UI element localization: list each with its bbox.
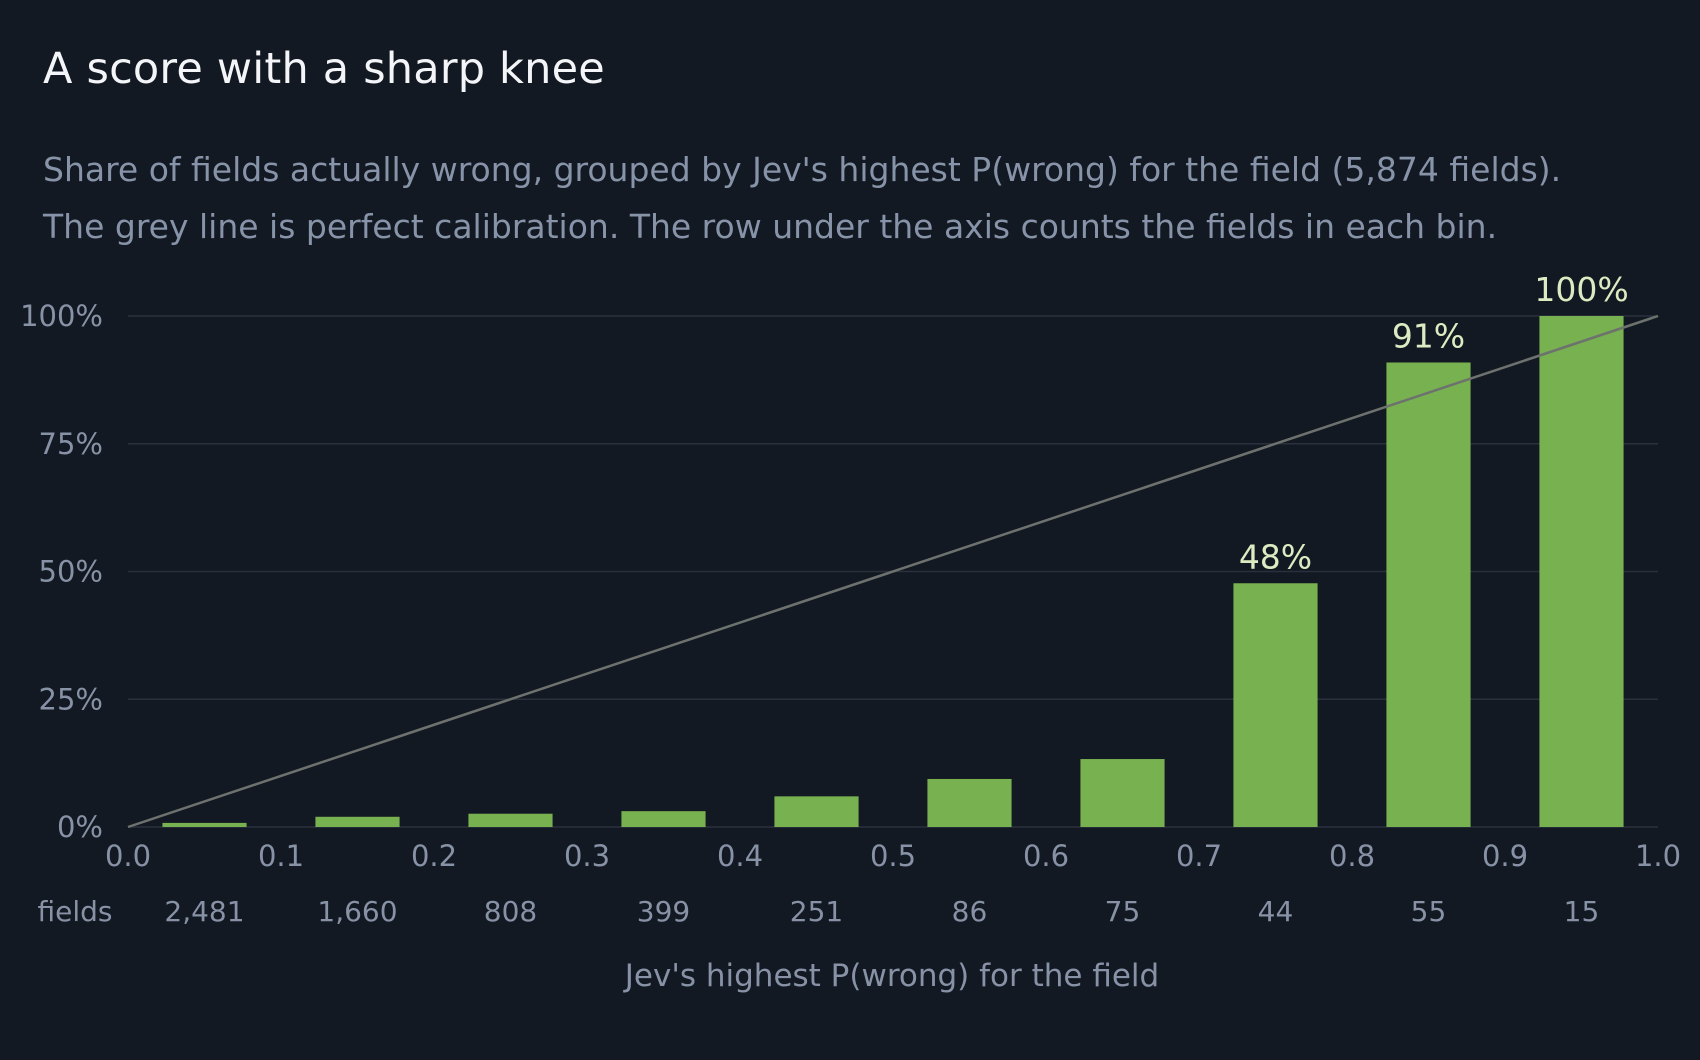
chart-title: A score with a sharp knee bbox=[43, 44, 605, 94]
x-tick-label: 0.9 bbox=[1482, 839, 1528, 873]
bar bbox=[315, 816, 400, 827]
bar bbox=[1539, 316, 1624, 827]
chart-subtitle: Share of fields actually wrong, grouped … bbox=[43, 141, 1663, 255]
y-axis-ticks: 0% 25% 50% 75% 100% bbox=[20, 299, 103, 844]
y-tick-label: 50% bbox=[39, 555, 103, 589]
bar-value-label: 48% bbox=[1239, 537, 1312, 576]
field-count: 399 bbox=[637, 895, 690, 928]
calibration-line-group bbox=[127, 314, 1659, 829]
bar bbox=[774, 796, 859, 827]
field-count: 2,481 bbox=[164, 895, 244, 928]
bars bbox=[162, 316, 1624, 827]
x-tick-label: 0.6 bbox=[1023, 839, 1069, 873]
bar-value-label: 91% bbox=[1392, 317, 1465, 356]
x-tick-label: 0.2 bbox=[411, 839, 457, 873]
subtitle-line-1: Share of fields actually wrong, grouped … bbox=[43, 150, 1562, 189]
y-tick-label: 0% bbox=[57, 810, 103, 844]
perfect-calibration-line bbox=[127, 314, 1659, 829]
field-count: 86 bbox=[952, 895, 988, 928]
y-tick-label: 100% bbox=[20, 299, 103, 333]
x-axis-title: Jev's highest P(wrong) for the field bbox=[623, 958, 1159, 994]
field-count: 44 bbox=[1258, 895, 1294, 928]
bar bbox=[1386, 362, 1471, 827]
bar bbox=[1080, 759, 1165, 827]
field-count-row: 2,481 1,660 808 399 251 86 75 44 55 15 fields bbox=[37, 895, 1599, 928]
y-tick-label: 75% bbox=[39, 427, 103, 461]
field-count: 808 bbox=[484, 895, 537, 928]
bar-value-labels: 48% 91% 100% bbox=[1239, 270, 1629, 576]
subtitle-line-2: The grey line is perfect calibration. Th… bbox=[43, 207, 1498, 246]
bar bbox=[468, 813, 553, 827]
x-tick-label: 0.1 bbox=[258, 839, 304, 873]
field-count: 15 bbox=[1564, 895, 1600, 928]
x-tick-label: 1.0 bbox=[1635, 839, 1681, 873]
x-tick-label: 0.8 bbox=[1329, 839, 1375, 873]
bar bbox=[927, 778, 1012, 827]
field-count: 251 bbox=[790, 895, 843, 928]
x-axis-ticks: 0.0 0.1 0.2 0.3 0.4 0.5 0.6 0.7 0.8 0.9 1.0 bbox=[105, 839, 1681, 873]
x-tick-label: 0.0 bbox=[105, 839, 151, 873]
y-tick-label: 25% bbox=[39, 682, 103, 716]
x-tick-label: 0.3 bbox=[564, 839, 610, 873]
counts-row-label: fields bbox=[37, 895, 112, 928]
field-count: 55 bbox=[1411, 895, 1447, 928]
bar bbox=[1233, 583, 1318, 827]
x-tick-label: 0.4 bbox=[717, 839, 763, 873]
bar bbox=[162, 822, 247, 827]
field-count: 1,660 bbox=[317, 895, 397, 928]
field-count: 75 bbox=[1105, 895, 1141, 928]
bar-value-label: 100% bbox=[1534, 270, 1628, 309]
x-tick-label: 0.7 bbox=[1176, 839, 1222, 873]
x-tick-label: 0.5 bbox=[870, 839, 916, 873]
bar bbox=[621, 811, 706, 827]
